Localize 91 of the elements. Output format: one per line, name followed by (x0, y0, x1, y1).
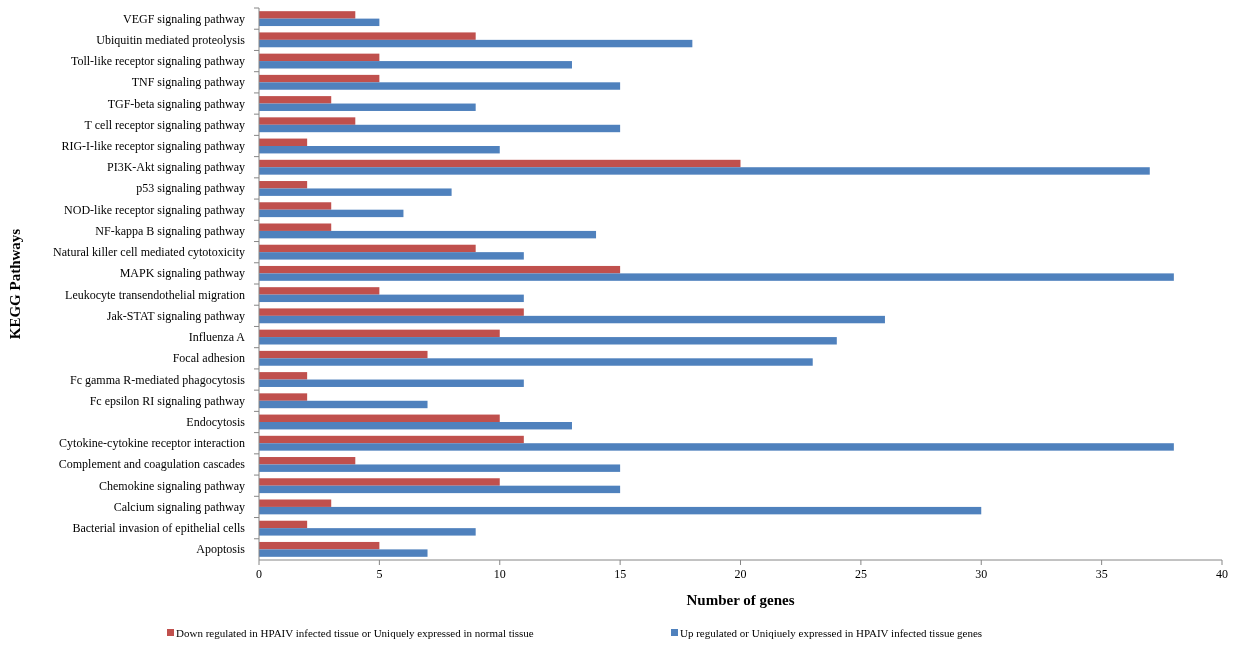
legend-label: Up regulated or Uniqiuely expressed in HPAIV infected tissue genes (680, 627, 983, 639)
bar (259, 308, 524, 316)
y-tick-label: T cell receptor signaling pathway (84, 117, 245, 132)
bar (259, 181, 308, 189)
y-tick-label: MAPK signaling pathway (119, 266, 245, 281)
bar (259, 400, 428, 409)
y-tick-label: RIG-I-like receptor signaling pathway (61, 139, 245, 153)
bar (259, 11, 356, 19)
bar (259, 209, 404, 218)
bar (259, 244, 476, 253)
bar (259, 464, 621, 472)
bar (259, 82, 621, 90)
bar (259, 506, 982, 515)
bar (259, 18, 380, 27)
bar (259, 53, 380, 62)
y-tick-label: Natural killer cell mediated cytotoxicity (53, 245, 245, 260)
y-tick-label: Influenza A (188, 330, 246, 345)
bar (259, 478, 500, 486)
bar (259, 435, 524, 444)
bar (259, 32, 476, 40)
y-axis-title: KEGG Pathways (7, 228, 23, 340)
y-tick-label: Ubiquitin mediated proteolysis (96, 32, 246, 47)
bar (259, 159, 741, 168)
bar (259, 103, 476, 111)
bar (259, 337, 837, 345)
bar (259, 96, 332, 104)
bar (259, 39, 693, 48)
bar (259, 74, 380, 83)
y-tick-label: Fc gamma R-mediated phagocytosis (70, 372, 246, 387)
bar (259, 61, 572, 69)
y-tick-label: VEGF signaling pathway (123, 11, 245, 26)
bar (259, 422, 572, 430)
y-tick-label: TGF-beta signaling pathway (107, 96, 245, 111)
x-tick-label: 10 (493, 567, 506, 581)
y-tick-label: Leukocyte transendothelial migration (65, 287, 245, 302)
x-axis-title: Number of genes (686, 592, 795, 608)
y-tick-label: Complement and coagulation cascades (58, 457, 246, 472)
bar (259, 549, 428, 557)
bar (259, 223, 332, 231)
x-tick-label: 5 (376, 567, 383, 581)
legend-label: Down regulated in HPAIV infected tissue or Uniquely expressed in normal tissue (176, 627, 534, 639)
bar (259, 146, 500, 154)
x-tick-label: 0 (256, 567, 262, 581)
y-tick-label: Endocytosis (186, 415, 246, 429)
bar (259, 167, 1150, 175)
y-tick-label: Apoptosis (196, 542, 246, 557)
bar (259, 329, 500, 338)
y-tick-label: Jak-STAT signaling pathway (106, 308, 245, 323)
bar (259, 443, 1174, 451)
bar (259, 393, 308, 401)
bar (259, 499, 332, 507)
y-tick-label: Fc epsilon RI signaling pathway (89, 393, 245, 408)
bar (259, 372, 308, 380)
bar (259, 124, 621, 133)
bar (259, 485, 621, 494)
y-tick-label: Focal adhesion (172, 351, 245, 366)
bar (259, 202, 332, 210)
y-tick-label: PI3K-Akt signaling pathway (107, 160, 245, 175)
y-tick-label: Cytokine-cytokine receptor interaction (59, 436, 245, 451)
bar (259, 315, 885, 324)
y-tick-label: TNF signaling pathway (131, 75, 245, 90)
bar (259, 138, 308, 146)
bar (259, 350, 428, 359)
bar (259, 358, 813, 366)
x-tick-label: 40 (1216, 567, 1228, 581)
bar (259, 273, 1174, 281)
bar (259, 287, 380, 295)
bar (259, 230, 597, 239)
y-tick-label: Chemokine signaling pathway (99, 478, 245, 493)
x-tick-label: 20 (734, 567, 747, 581)
bar (259, 252, 524, 260)
y-tick-label: NF-kappa B signaling pathway (95, 223, 245, 238)
x-tick-label: 15 (614, 567, 627, 581)
y-tick-label: NOD-like receptor signaling pathway (64, 202, 245, 217)
bar (259, 188, 452, 196)
bar (259, 528, 476, 536)
bar (259, 414, 500, 422)
bar (259, 457, 356, 465)
bar (259, 294, 524, 303)
y-tick-label: Toll-like receptor signaling pathway (70, 54, 245, 69)
y-tick-label: Bacterial invasion of epithelial cells (72, 521, 246, 536)
x-tick-label: 25 (854, 567, 867, 581)
bar (259, 379, 524, 387)
x-tick-label: 35 (1095, 567, 1108, 581)
bar (259, 520, 308, 529)
y-tick-label: Calcium signaling pathway (113, 499, 245, 514)
bar (259, 541, 380, 550)
bar (259, 265, 621, 274)
y-tick-label: p53 signaling pathway (136, 181, 245, 196)
bar (259, 117, 356, 125)
x-tick-label: 30 (975, 567, 988, 581)
